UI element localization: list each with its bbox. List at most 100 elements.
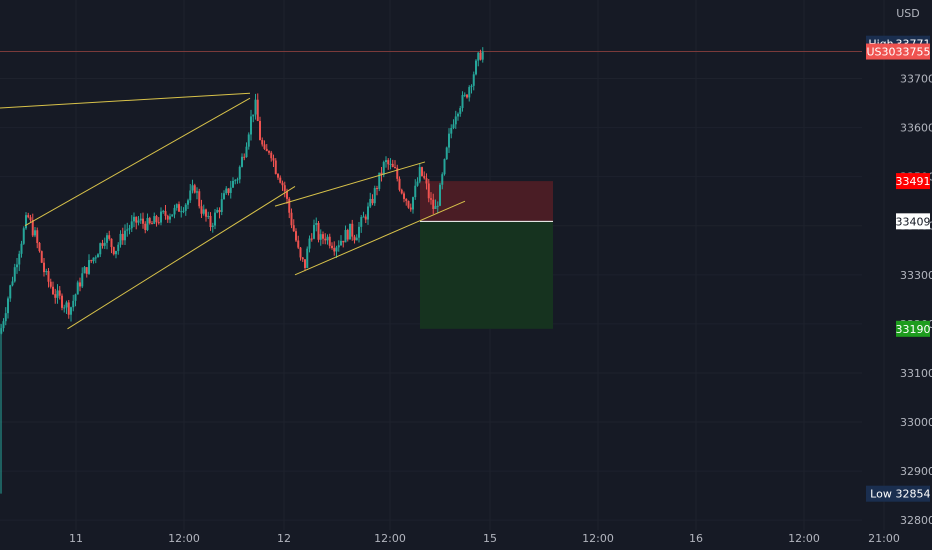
candle-down (198, 191, 201, 207)
candle-up (103, 242, 106, 246)
candle-down (265, 148, 268, 152)
candle-up (436, 205, 439, 207)
candle-up (232, 180, 234, 188)
x-tick-label: 12 (277, 532, 291, 545)
candle-down (142, 218, 144, 224)
candle-down (425, 178, 428, 184)
candle-down (427, 183, 430, 199)
candle-down (322, 234, 324, 239)
candle-up (99, 243, 102, 255)
x-tick-label: 12:00 (582, 532, 614, 545)
candle-up (445, 147, 448, 160)
candle-down (151, 223, 153, 225)
low-badge: 32854 (896, 488, 931, 501)
candle-up (4, 313, 7, 322)
candle-up (319, 234, 322, 240)
candle-up (76, 282, 79, 295)
y-tick-label: 33300 (900, 269, 932, 282)
last-price-label-bg (866, 43, 896, 60)
candle-up (229, 187, 232, 193)
candle-down (301, 257, 304, 260)
candle-up (180, 211, 183, 213)
trend-line[interactable] (0, 92, 251, 109)
candle-down (166, 215, 169, 220)
candle-down (36, 230, 39, 243)
candle-up (184, 204, 187, 211)
candle-up (191, 185, 194, 191)
candle-up (349, 223, 351, 240)
candle-up (139, 218, 142, 221)
candle-up (70, 307, 72, 315)
candle-up (22, 228, 25, 244)
candle-up (34, 230, 36, 236)
candle-down (268, 151, 270, 153)
candle-up (115, 251, 117, 255)
candle-up (441, 174, 444, 185)
x-tick-label: 21:00 (868, 532, 900, 545)
candle-up (477, 52, 480, 61)
candle-down (432, 199, 435, 210)
candle-down (333, 248, 336, 252)
candle-down (407, 200, 410, 208)
candle-up (326, 236, 329, 241)
take-profit-zone[interactable] (420, 221, 553, 329)
candle-up (225, 188, 228, 194)
candle-up (83, 267, 86, 274)
candle-up (463, 94, 466, 96)
trend-line[interactable] (24, 97, 251, 227)
candle-up (344, 229, 347, 243)
candle-down (292, 225, 295, 232)
candle-up (468, 87, 471, 98)
trend-line[interactable] (67, 186, 296, 330)
candle-up (128, 228, 131, 230)
target-price-badge-bg (896, 320, 930, 337)
candle-up (418, 167, 421, 182)
trend-line[interactable] (294, 200, 466, 276)
candle-up (94, 257, 97, 259)
candle-down (409, 207, 412, 210)
candle-up (472, 74, 475, 86)
candle-up (56, 290, 59, 298)
y-tick-label: 33000 (900, 416, 932, 429)
candle-down (403, 193, 405, 199)
candle-up (414, 185, 417, 198)
candle-up (169, 216, 171, 220)
candle-down (157, 222, 160, 224)
candle-down (346, 229, 349, 240)
candle-up (452, 124, 455, 128)
candle-up (207, 215, 210, 217)
candle-up (18, 253, 21, 265)
candle-up (238, 166, 241, 180)
candle-down (43, 262, 45, 273)
candle-down (380, 172, 383, 175)
x-tick-label: 12:00 (374, 532, 406, 545)
candle-up (369, 198, 372, 207)
candle-up (337, 245, 340, 248)
entry-price-badge-bg (896, 213, 930, 230)
x-tick-label: 12:00 (168, 532, 200, 545)
candle-down (400, 189, 403, 194)
candle-up (373, 188, 376, 204)
trend-line[interactable] (274, 161, 426, 207)
candle-down (178, 204, 180, 212)
candle-down (263, 144, 266, 149)
candle-down (67, 302, 70, 315)
candle-up (481, 51, 484, 60)
candle-down (423, 175, 426, 179)
candle-up (250, 116, 252, 135)
candle-down (299, 247, 302, 258)
candle-up (385, 160, 387, 163)
last-price-label: US30 (866, 46, 895, 59)
candle-down (328, 236, 331, 246)
candle-down (27, 215, 30, 218)
candle-down (398, 178, 401, 190)
candle-up (92, 257, 95, 262)
candle-up (97, 254, 99, 258)
candle-down (144, 223, 147, 231)
low-label: Low (870, 488, 892, 501)
candle-up (126, 229, 129, 231)
candle-up (2, 321, 5, 329)
candle-down (277, 173, 279, 178)
